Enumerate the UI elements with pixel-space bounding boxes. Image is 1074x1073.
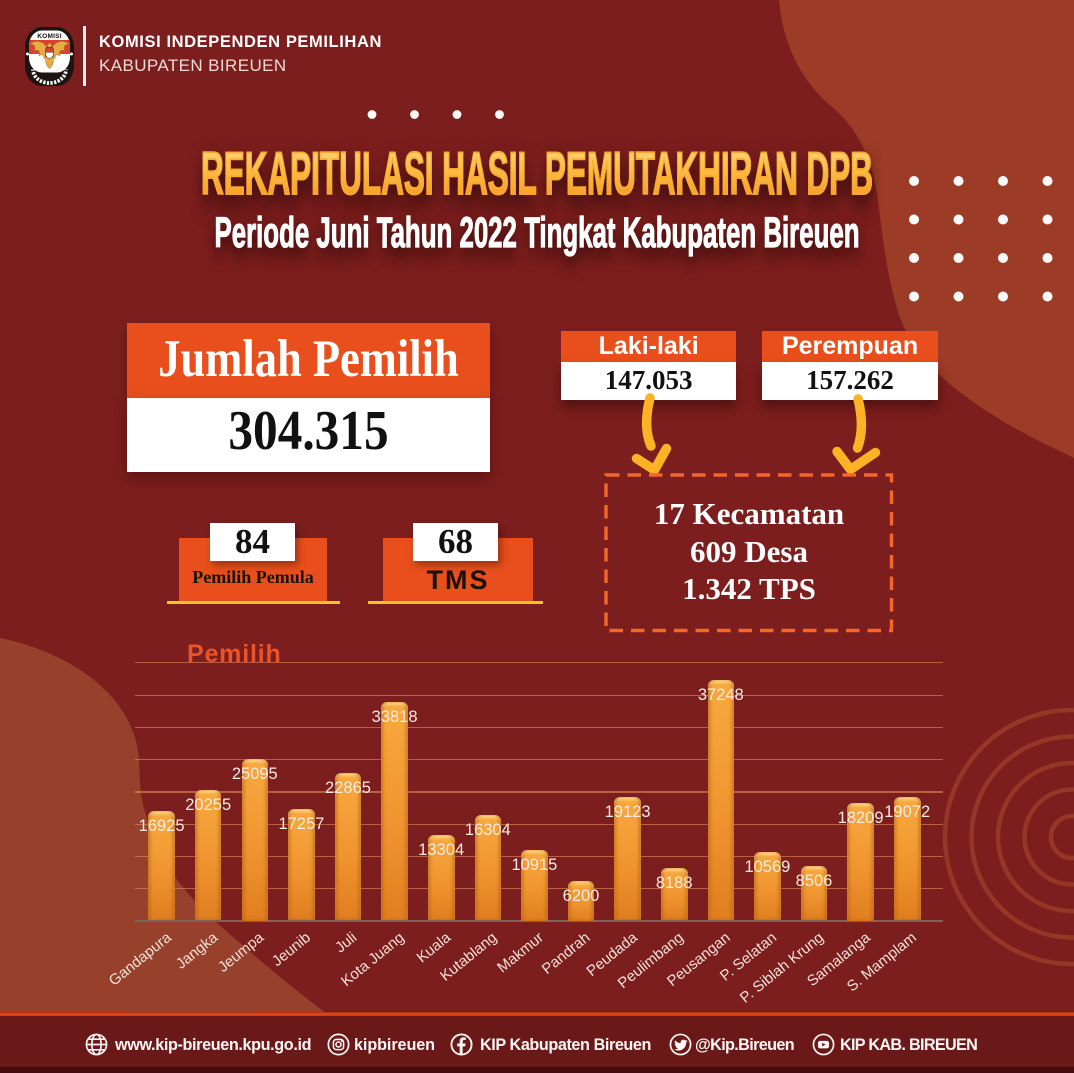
svg-text:KOMISI: KOMISI	[37, 33, 62, 40]
